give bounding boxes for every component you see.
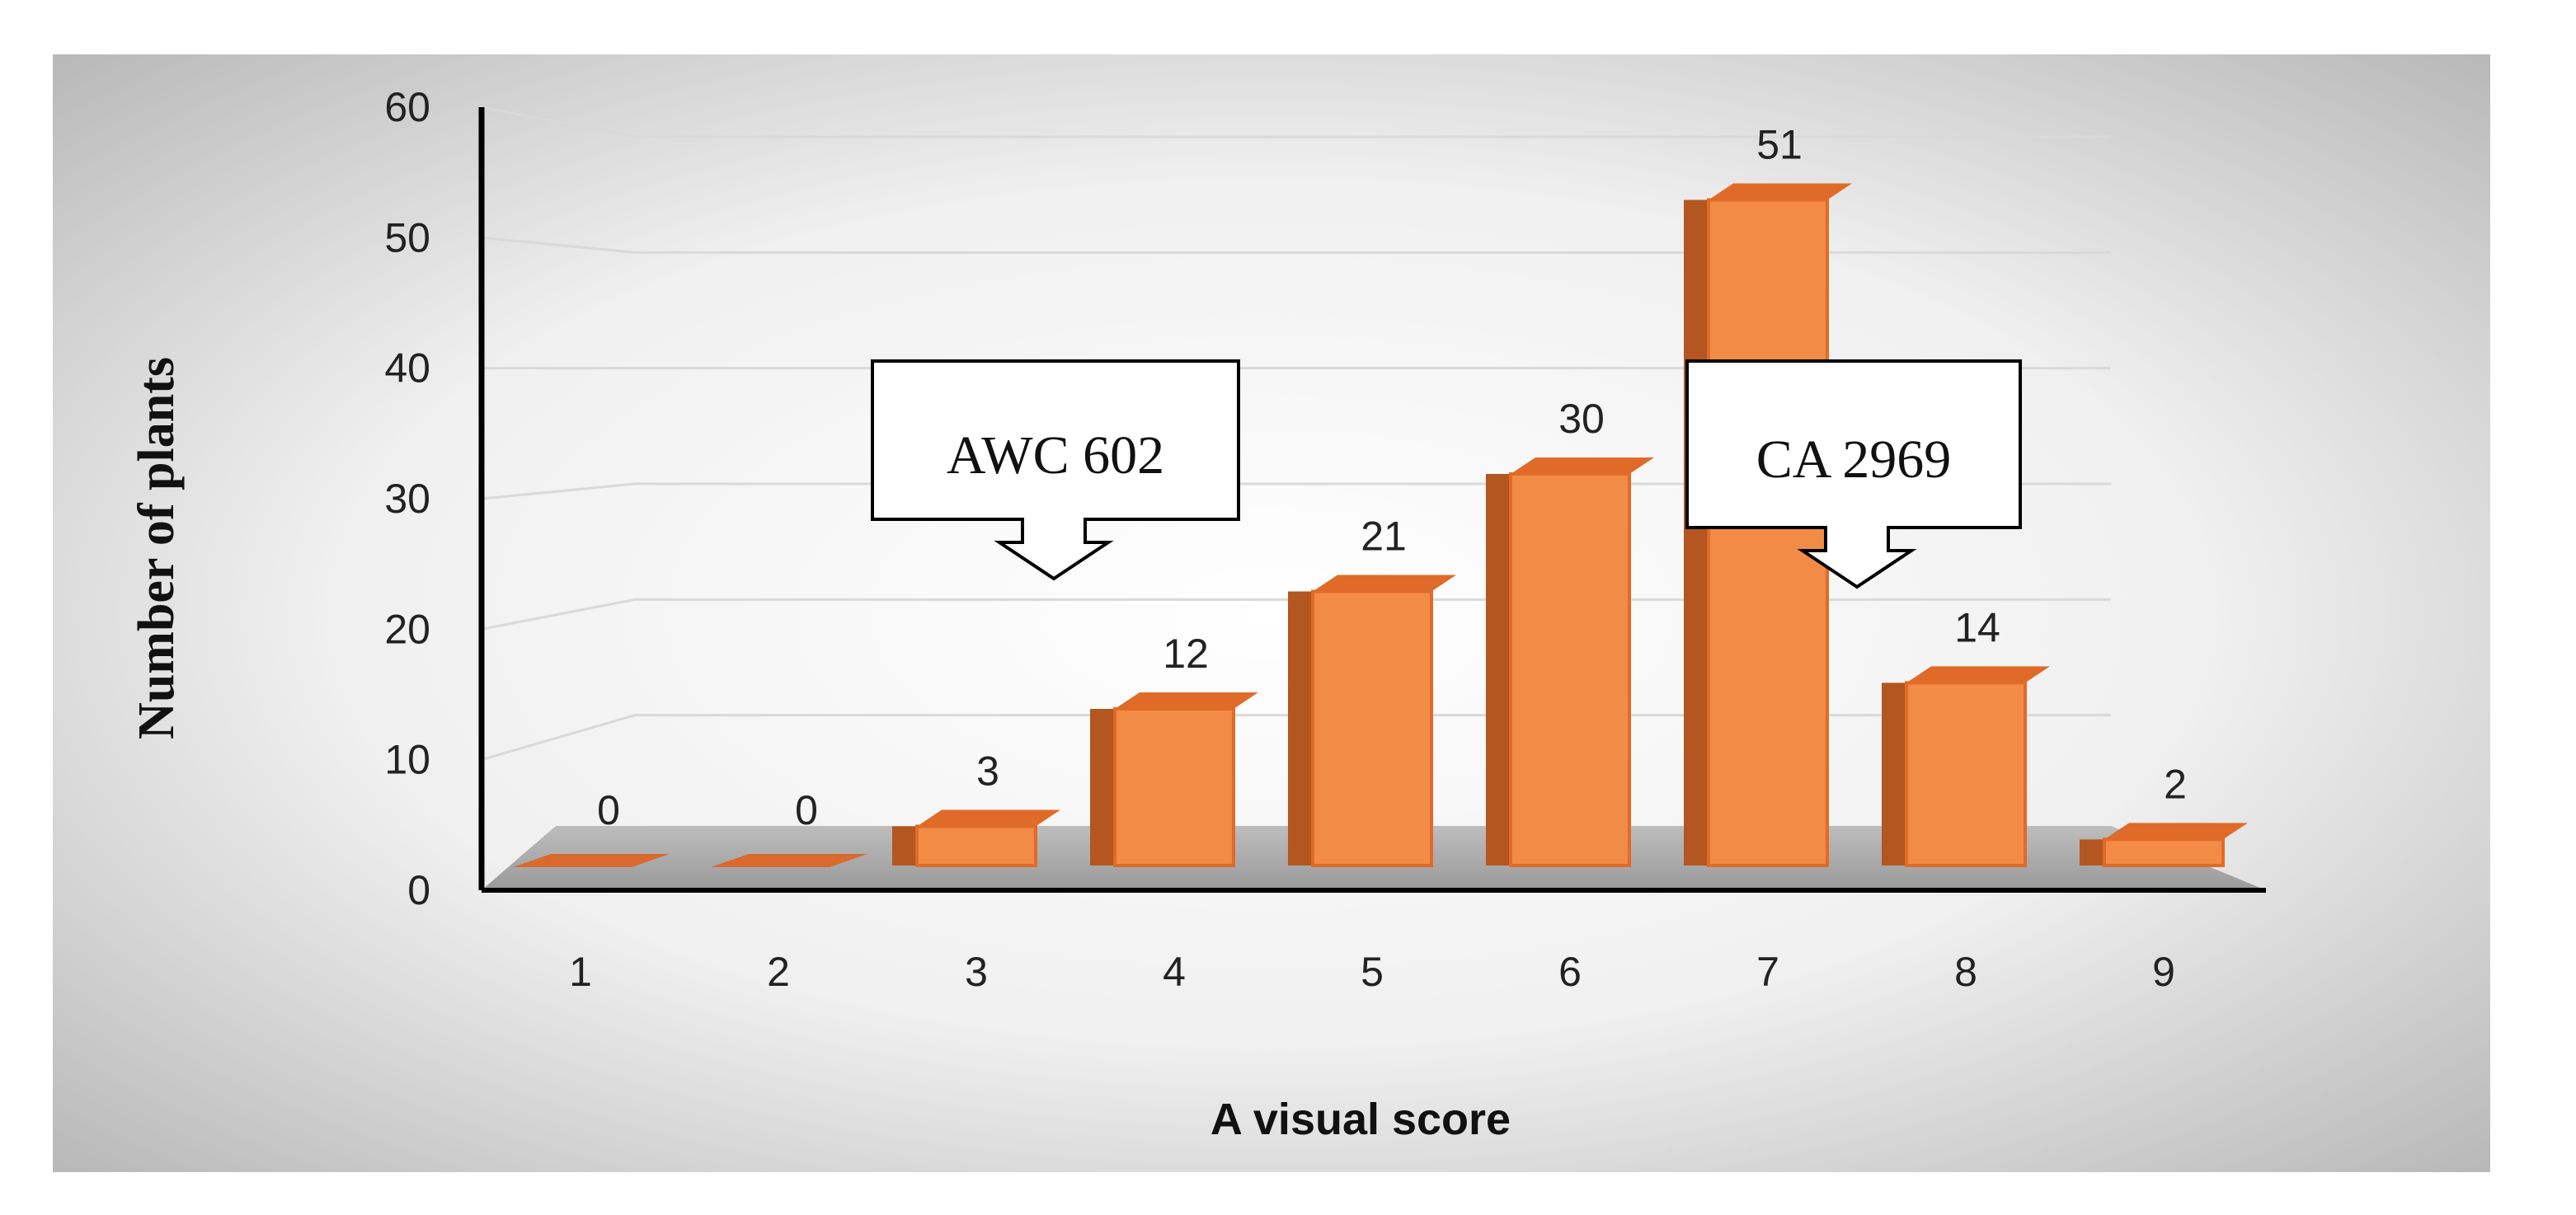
x-tick-label: 3 [965, 949, 988, 995]
y-tick-label: 50 [384, 214, 430, 260]
data-label: 51 [1756, 122, 1803, 168]
gridlines [481, 106, 2111, 762]
bar-front [1707, 198, 1829, 867]
y-tick-label: 30 [384, 476, 430, 522]
data-label: 0 [795, 787, 818, 833]
x-tick-label: 2 [767, 949, 790, 995]
bar-top [1115, 692, 1258, 709]
gridline [481, 106, 2111, 138]
callout-box [871, 359, 1240, 581]
bar-front [1905, 681, 2027, 867]
bar-side [1486, 474, 1511, 866]
callout-box [1685, 359, 2022, 589]
bar [1090, 692, 1258, 867]
data-label: 12 [1163, 631, 1209, 677]
bar-side [1090, 709, 1115, 866]
data-label: 14 [1954, 604, 2000, 650]
bar-front [915, 824, 1037, 867]
bar-side [892, 826, 917, 866]
bar-front [1311, 589, 1433, 867]
y-axis-title: Number of plants [129, 357, 185, 739]
x-tick-label: 5 [1361, 949, 1384, 995]
x-tick-label: 9 [2152, 949, 2175, 995]
plot-background [53, 54, 2490, 1172]
axes [478, 107, 2266, 893]
bar-side [2080, 839, 2104, 866]
y-tick-label: 20 [384, 606, 430, 652]
data-labels: 0 0 3 12 21 30 51 14 2 [597, 122, 2187, 834]
data-label: 2 [2164, 761, 2187, 807]
data-label: 3 [976, 748, 999, 795]
callouts: AWC 602 CA 2969 [871, 359, 2022, 589]
bar [1486, 457, 1654, 867]
bar-front [1113, 707, 1235, 867]
y-tick-label: 0 [407, 867, 430, 913]
bar [892, 809, 1060, 867]
y-tick-label: 60 [384, 84, 430, 130]
bar-top [1709, 183, 1852, 200]
bar-top [917, 809, 1060, 827]
bar-top [1511, 457, 1654, 474]
x-tick-label: 7 [1756, 949, 1779, 995]
x-axis-title: A visual score [1210, 1095, 1511, 1144]
x-tick-labels: 1 2 3 4 5 6 7 8 9 [569, 949, 2175, 995]
data-label: 21 [1361, 514, 1407, 560]
bar [711, 854, 867, 867]
bar-front [2103, 837, 2225, 867]
bar [1288, 575, 1456, 867]
bar-top [711, 854, 867, 867]
gridline [481, 236, 2111, 254]
x-tick-label: 6 [1558, 949, 1582, 995]
bar [513, 854, 670, 867]
callout-text: CA 2969 [1756, 429, 1952, 490]
y-tick-label: 10 [384, 737, 430, 783]
bar-side [1684, 199, 1709, 866]
data-label: 0 [597, 787, 620, 833]
bar-top [513, 854, 670, 867]
bar-top [2104, 823, 2248, 840]
bar [1882, 666, 2050, 867]
y-tick-labels: 0 10 20 30 40 50 60 [384, 84, 430, 913]
callout: CA 2969 [1685, 359, 2022, 589]
bar-side [1882, 683, 1906, 866]
callout: AWC 602 [871, 359, 1240, 581]
bar [2080, 823, 2248, 867]
bar-top [1313, 575, 1456, 592]
x-tick-label: 8 [1954, 949, 1977, 995]
data-label: 30 [1558, 396, 1605, 442]
bar-front [1509, 472, 1631, 867]
bar-top [1906, 666, 2050, 683]
callout-text: AWC 602 [947, 425, 1164, 486]
y-tick-label: 40 [384, 345, 430, 392]
bar-side [1288, 591, 1313, 866]
x-tick-label: 4 [1163, 949, 1186, 995]
x-tick-label: 1 [569, 949, 592, 995]
